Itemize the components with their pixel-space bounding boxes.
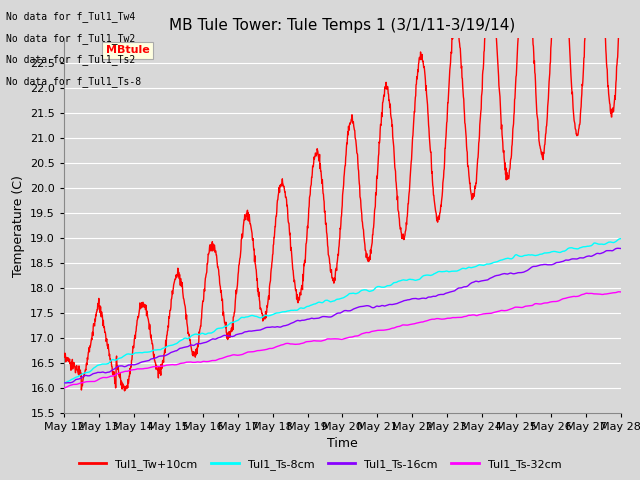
Legend: Tul1_Tw+10cm, Tul1_Ts-8cm, Tul1_Ts-16cm, Tul1_Ts-32cm: Tul1_Tw+10cm, Tul1_Ts-8cm, Tul1_Ts-16cm,… [74, 455, 566, 474]
Y-axis label: Temperature (C): Temperature (C) [12, 175, 24, 276]
Text: No data for f_Tul1_Ts2: No data for f_Tul1_Ts2 [6, 54, 136, 65]
Text: MBtule: MBtule [106, 46, 150, 55]
Text: No data for f_Tul1_Tw4: No data for f_Tul1_Tw4 [6, 11, 136, 22]
Title: MB Tule Tower: Tule Temps 1 (3/1/11-3/19/14): MB Tule Tower: Tule Temps 1 (3/1/11-3/19… [169, 18, 516, 33]
Text: No data for f_Tul1_Ts-8: No data for f_Tul1_Ts-8 [6, 76, 141, 87]
Text: No data for f_Tul1_Tw2: No data for f_Tul1_Tw2 [6, 33, 136, 44]
X-axis label: Time: Time [327, 437, 358, 450]
